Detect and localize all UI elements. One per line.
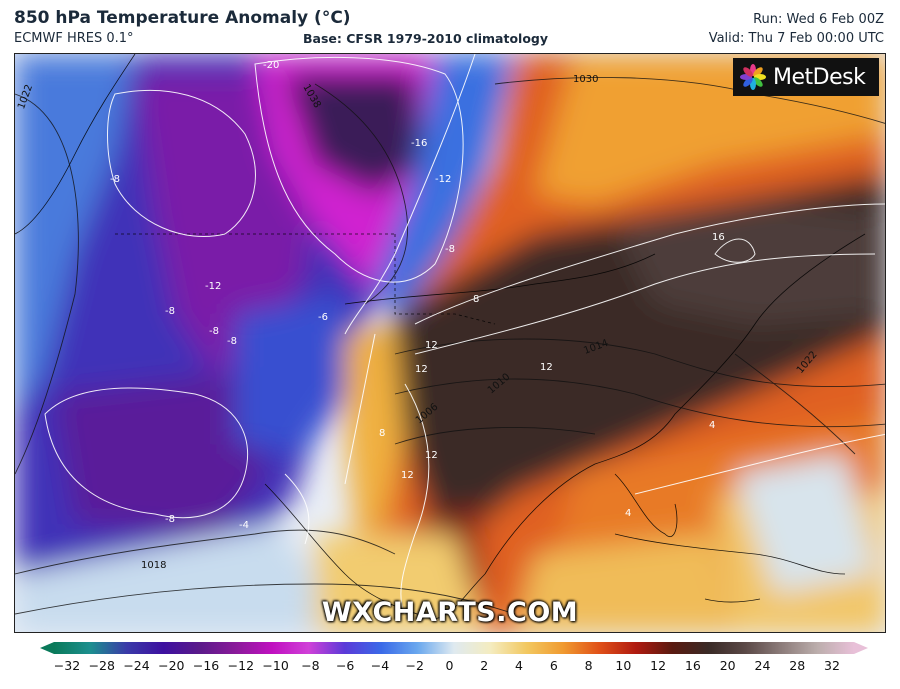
- legend-tick-label: 12: [650, 658, 667, 673]
- legend-tick-label: 4: [515, 658, 524, 673]
- colorbar-max-arrow: [854, 642, 868, 654]
- legend-tick-label: −12: [227, 658, 255, 673]
- anomaly-label: 4: [709, 420, 715, 431]
- legend-tick-label: 0: [445, 658, 454, 673]
- legend-tick-label: −2: [405, 658, 424, 673]
- valid-time-label: Valid: Thu 7 Feb 00:00 UTC: [708, 31, 884, 46]
- anomaly-label: 4: [625, 508, 631, 519]
- run-time-label: Run: Wed 6 Feb 00Z: [753, 12, 884, 27]
- legend-tick-label: 28: [789, 658, 806, 673]
- anomaly-label: -6: [318, 312, 328, 323]
- anomaly-label: -8: [165, 514, 175, 525]
- chart-title: 850 hPa Temperature Anomaly (°C): [14, 8, 351, 28]
- wxcharts-watermark: WXCHARTS.COM: [321, 597, 579, 628]
- legend-colorbar: [40, 642, 868, 654]
- anomaly-label: 16: [712, 232, 725, 243]
- isobar-label: 1030: [573, 74, 598, 85]
- legend-tick-label: −16: [192, 658, 220, 673]
- metdesk-flower-icon: [740, 64, 766, 90]
- legend-tick-labels: −32 −28 −24 −20 −16 −12 −10 −8 −6 −4 −2 0 2 4 6 8 10 12 16…: [0, 655, 900, 677]
- isobar-label: 1018: [141, 560, 166, 571]
- anomaly-label: -12: [205, 281, 221, 292]
- anomaly-label: -12: [435, 174, 451, 185]
- map-canvas: -20 -16 -12 -8 -8 -12 -8 -8 -8 -6 -8 -4 …: [15, 54, 885, 632]
- metdesk-logo: MetDesk: [733, 58, 879, 96]
- anomaly-label: -8: [445, 244, 455, 255]
- legend-tick-label: −6: [335, 658, 355, 673]
- legend-tick-label: 16: [684, 658, 701, 673]
- anomaly-label: 12: [415, 364, 428, 375]
- legend-tick-label: 6: [549, 658, 558, 673]
- legend-tick-label: 24: [754, 658, 771, 673]
- anomaly-label: 8: [473, 294, 479, 305]
- anomaly-label: -8: [110, 174, 120, 185]
- legend-tick-label: −24: [123, 658, 150, 673]
- anomaly-label: -16: [411, 138, 427, 149]
- legend-tick-label: 10: [615, 658, 632, 673]
- anomaly-label: -20: [263, 60, 279, 71]
- legend-tick-label: 8: [584, 658, 593, 673]
- anomaly-label: 8: [379, 428, 385, 439]
- legend-tick-label: −10: [262, 658, 289, 673]
- legend-tick-label: −8: [301, 658, 320, 673]
- legend-tick-label: 32: [824, 658, 840, 673]
- colorbar-gradient: [54, 642, 854, 654]
- legend-tick-label: 20: [719, 658, 736, 673]
- anomaly-label: -8: [165, 306, 175, 317]
- climatology-base-label: Base: CFSR 1979-2010 climatology: [303, 31, 549, 46]
- legend-tick-label: −28: [88, 658, 115, 673]
- metdesk-brand-name: MetDesk: [773, 64, 866, 90]
- legend-tick-label: 2: [480, 658, 489, 673]
- anomaly-label: 12: [425, 450, 438, 461]
- colorbar-min-arrow: [40, 642, 54, 654]
- legend-tick-label: −20: [158, 658, 185, 673]
- legend-tick-label: −4: [370, 658, 390, 673]
- anomaly-map: -20 -16 -12 -8 -8 -12 -8 -8 -8 -6 -8 -4 …: [14, 53, 886, 633]
- legend-tick-label: −32: [53, 658, 81, 673]
- anomaly-label: 12: [401, 470, 414, 481]
- anomaly-label: 12: [425, 340, 438, 351]
- anomaly-label: -8: [227, 336, 237, 347]
- anomaly-label: -4: [239, 520, 249, 531]
- anomaly-label: 12: [540, 362, 553, 373]
- model-label: ECMWF HRES 0.1°: [14, 31, 134, 46]
- anomaly-label: -8: [209, 326, 219, 337]
